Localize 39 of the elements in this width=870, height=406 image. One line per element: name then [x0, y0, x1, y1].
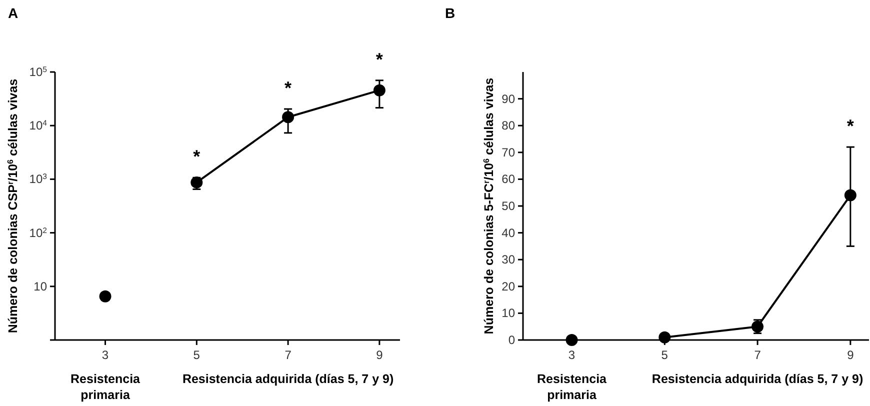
y-tick-label: 20	[502, 279, 516, 294]
x-tick-label: 7	[754, 348, 762, 362]
y-tick-label: 10$^{4}$	[29, 118, 48, 133]
y-tick-label: 70	[502, 145, 516, 160]
y-tick-label: 40	[502, 226, 516, 240]
y-tick-label: 10$^{2}$	[29, 225, 47, 240]
y-tick-label: 60	[502, 172, 516, 186]
annotation: *	[284, 78, 292, 98]
point	[373, 84, 386, 96]
y-tick-label: 90	[502, 92, 516, 106]
y-tick-label: 30	[502, 252, 516, 267]
text: Resistencia adquirida (días 5, 7 y 9)	[182, 372, 394, 386]
point	[99, 290, 112, 302]
point	[844, 189, 856, 202]
point	[566, 334, 578, 346]
annotation: *	[846, 116, 854, 136]
x-tick-label: 5	[193, 348, 200, 362]
chart-title: A	[8, 5, 18, 21]
y-tick-label: 50	[502, 199, 516, 213]
text: Resistencia primaria	[70, 372, 142, 402]
y-tick-label: 10	[502, 306, 516, 320]
text: *	[376, 49, 383, 70]
x-tick-label: 3	[102, 348, 109, 362]
y-tick-label: 10$^{3}$	[29, 172, 47, 186]
y-tick-label: 10	[34, 279, 48, 294]
text: Resistencia adquirida (días 5, 7 y 9)	[652, 372, 864, 386]
y-tick-label: 0	[508, 333, 516, 347]
x-tick-label: 7	[284, 348, 292, 362]
y-tick-label: 10$^{5}$	[29, 64, 48, 79]
text: Resistencia primaria	[537, 372, 608, 402]
x-tick-label: 9	[376, 348, 384, 362]
annotation: *	[193, 146, 200, 167]
chart-title: B	[445, 5, 456, 21]
x-tick-label: 3	[568, 348, 576, 362]
x-tick-label: 9	[847, 348, 854, 362]
y-tick-label: 80	[502, 118, 516, 133]
x-tick-label: 5	[661, 348, 668, 362]
point	[282, 111, 294, 124]
point	[658, 331, 671, 344]
